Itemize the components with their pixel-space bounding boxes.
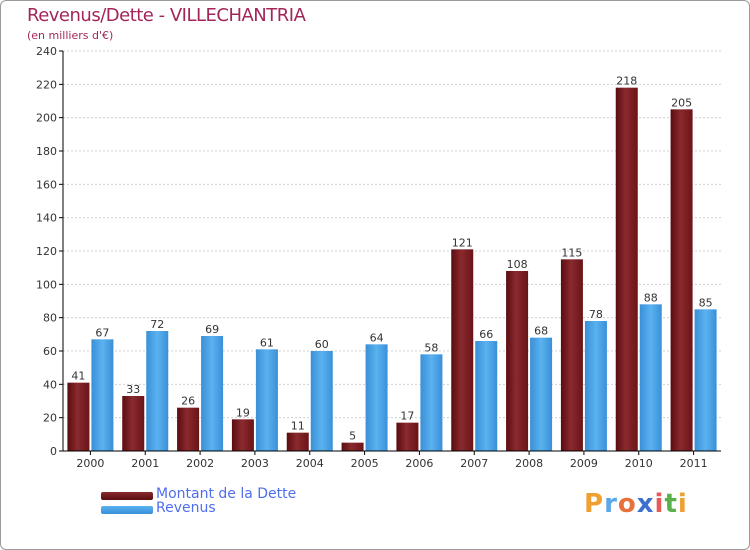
bar-revenus	[639, 304, 662, 451]
y-tick-label: 240	[36, 45, 57, 58]
data-label: 41	[71, 370, 85, 383]
proxiti-logo: Proxiti	[584, 489, 688, 519]
x-tick-label: 2010	[625, 457, 653, 470]
axes	[62, 51, 721, 452]
legend-label-dette: Montant de la Dette	[156, 486, 297, 502]
bar-dette	[451, 249, 474, 451]
bar-revenus	[584, 321, 607, 451]
legend-swatch-revenus	[101, 506, 153, 514]
data-label: 5	[349, 430, 356, 443]
y-tick-label: 60	[43, 345, 57, 358]
y-tick-label: 100	[36, 278, 57, 291]
bar-revenus	[475, 341, 498, 451]
x-tick-label: 2005	[351, 457, 379, 470]
x-tick-label: 2006	[405, 457, 433, 470]
bars	[67, 87, 717, 452]
data-label: 85	[699, 296, 713, 309]
data-labels: 41 67 33 72 26 69 19 61 11 60 5 64 17 58 121 66 108 68 115…	[71, 75, 712, 443]
bar-revenus	[146, 331, 169, 451]
bar-dette	[396, 422, 419, 451]
bar-dette	[122, 396, 145, 451]
data-label: 19	[236, 406, 250, 419]
data-label: 26	[181, 395, 195, 408]
bar-dette	[506, 271, 529, 451]
bar-revenus	[310, 351, 333, 451]
bar-revenus	[201, 336, 224, 451]
logo-letter: i	[677, 489, 688, 519]
legend-label-revenus: Revenus	[156, 500, 216, 516]
data-label: 78	[589, 308, 603, 321]
x-axis-ticks: 2000 2001 2002 2003 2004 2005 2006 2007 2008 2009…	[76, 451, 708, 470]
bar-dette	[231, 419, 254, 451]
x-tick-label: 2009	[570, 457, 598, 470]
bar-dette	[670, 109, 693, 451]
x-tick-label: 2004	[296, 457, 324, 470]
data-label: 121	[452, 236, 473, 249]
legend-swatch-dette	[101, 492, 153, 500]
x-tick-label: 2001	[131, 457, 159, 470]
x-tick-label: 2011	[680, 457, 708, 470]
data-label: 58	[424, 341, 438, 354]
data-label: 60	[315, 338, 329, 351]
x-tick-label: 2002	[186, 457, 214, 470]
data-label: 218	[616, 75, 637, 88]
x-tick-label: 2000	[76, 457, 104, 470]
bar-dette	[67, 382, 90, 451]
y-tick-label: 20	[43, 412, 57, 425]
bar-revenus	[365, 344, 388, 451]
data-label: 108	[507, 258, 528, 271]
logo-letter: t	[664, 489, 678, 519]
y-tick-label: 40	[43, 378, 57, 391]
logo-letter: o	[617, 489, 637, 519]
data-label: 72	[150, 318, 164, 331]
bar-dette	[615, 87, 638, 452]
x-tick-label: 2003	[241, 457, 269, 470]
data-label: 68	[534, 325, 548, 338]
logo-letter: i	[654, 489, 665, 519]
x-tick-label: 2007	[460, 457, 488, 470]
chart-subtitle: (en milliers d'€)	[27, 29, 114, 42]
data-label: 66	[479, 328, 493, 341]
bar-revenus	[255, 349, 278, 451]
y-tick-label: 80	[43, 312, 57, 325]
data-label: 115	[561, 246, 582, 259]
x-tick-label: 2008	[515, 457, 543, 470]
logo-letter: r	[604, 489, 618, 519]
data-label: 205	[671, 96, 692, 109]
logo-letter: x	[636, 489, 655, 519]
y-tick-label: 200	[36, 112, 57, 125]
y-tick-label: 120	[36, 245, 57, 258]
data-label: 88	[644, 291, 658, 304]
chart-title: Revenus/Dette - VILLECHANTRIA	[27, 5, 306, 26]
bar-dette	[286, 432, 309, 451]
y-tick-label: 0	[50, 445, 57, 458]
bar-revenus	[530, 337, 553, 451]
data-label: 33	[126, 383, 140, 396]
bar-dette	[560, 259, 583, 451]
data-label: 67	[95, 326, 109, 339]
logo-letter: P	[584, 489, 605, 519]
data-label: 17	[400, 410, 414, 423]
data-label: 11	[291, 420, 305, 433]
y-tick-label: 160	[36, 178, 57, 191]
bar-revenus	[420, 354, 443, 451]
y-axis-ticks: 0 20 40 60 80 100 120 140 160 180 200 220 240	[36, 45, 63, 458]
bar-revenus	[91, 339, 114, 451]
data-label: 61	[260, 336, 274, 349]
grid-lines	[63, 50, 721, 419]
y-tick-label: 220	[36, 78, 57, 91]
bar-revenus	[694, 309, 717, 451]
data-label: 64	[370, 331, 384, 344]
bar-dette	[177, 407, 200, 451]
data-label: 69	[205, 323, 219, 336]
y-tick-label: 180	[36, 145, 57, 158]
y-tick-label: 140	[36, 212, 57, 225]
bar-dette	[341, 442, 364, 451]
